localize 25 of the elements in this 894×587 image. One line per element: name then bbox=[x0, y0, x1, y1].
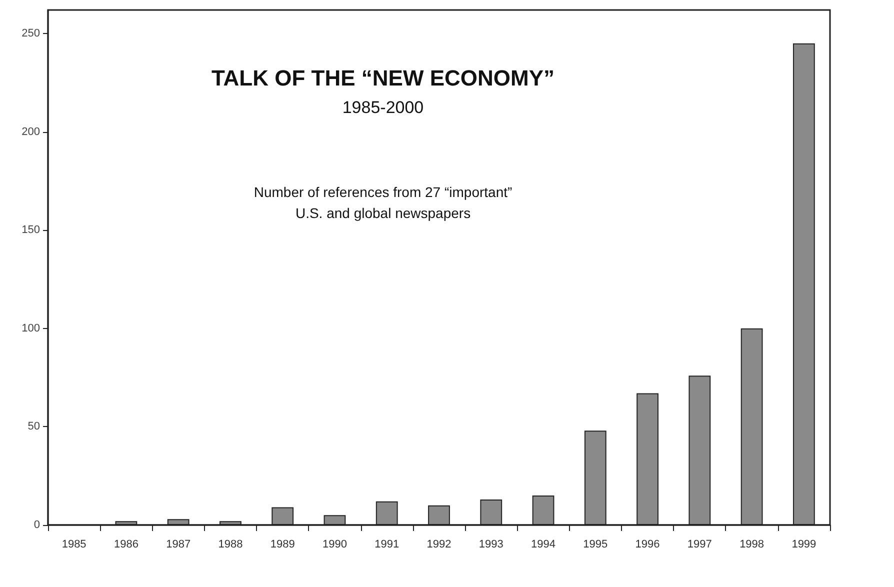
x-tick-label: 1993 bbox=[478, 538, 504, 550]
x-tick-label: 1989 bbox=[270, 538, 295, 550]
x-tick-label: 1995 bbox=[583, 538, 608, 550]
x-tick-label: 1987 bbox=[166, 538, 191, 550]
x-tick-label: 1988 bbox=[218, 538, 243, 550]
text: 1985-2000 bbox=[342, 98, 424, 117]
y-tick-label: 250 bbox=[22, 28, 40, 40]
x-tick-label: 1991 bbox=[374, 538, 400, 550]
annotation: Number of references from 27 “important” bbox=[254, 184, 512, 200]
x-tick-label: 1992 bbox=[426, 538, 452, 550]
x-tick-label: 1985 bbox=[62, 538, 86, 550]
x-tick-label: 1998 bbox=[740, 538, 764, 550]
y-tick-label: 50 bbox=[28, 420, 40, 433]
x-tick-label: 1999 bbox=[792, 538, 816, 550]
y-tick-label: 100 bbox=[22, 322, 40, 334]
x-tick-label: 1997 bbox=[687, 538, 712, 550]
y-tick-label: 200 bbox=[22, 126, 40, 138]
annotation: U.S. and global newspapers bbox=[295, 205, 471, 221]
text: TALK OF THE “NEW ECONOMY” bbox=[211, 66, 555, 90]
x-tick-label: 1986 bbox=[114, 538, 138, 550]
x-tick-label: 1994 bbox=[531, 538, 556, 550]
x-tick-label: 1996 bbox=[635, 538, 660, 550]
y-tick-label: 150 bbox=[22, 224, 40, 236]
x-tick-label: 1990 bbox=[322, 538, 347, 550]
y-tick-label: 0 bbox=[34, 519, 40, 531]
